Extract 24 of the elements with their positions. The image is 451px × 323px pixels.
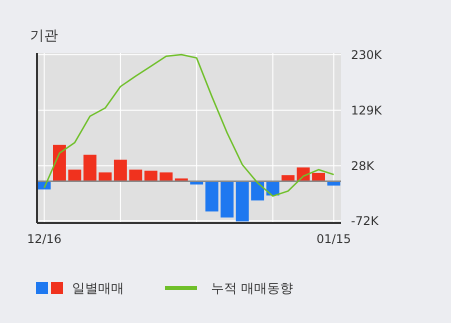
legend-label: 일별매매 <box>72 282 124 297</box>
bar <box>68 170 82 182</box>
legend-label: 누적 매매동향 <box>211 282 294 297</box>
x-tick-label: 01/15 <box>316 232 352 246</box>
bar <box>129 170 142 182</box>
y-tick-label: 129K <box>351 103 383 118</box>
y-tick-label: -72K <box>351 214 380 228</box>
bar <box>53 144 66 182</box>
bar <box>236 181 249 222</box>
bar <box>144 170 158 182</box>
line-series <box>43 54 335 197</box>
bar <box>205 181 218 212</box>
x-tick-label: 12/16 <box>26 232 62 246</box>
bar <box>282 175 295 182</box>
bar <box>114 160 127 182</box>
bar <box>312 172 325 182</box>
bar <box>83 154 96 182</box>
bar <box>251 181 264 200</box>
bar <box>98 172 112 182</box>
bar <box>160 172 173 182</box>
y-tick-label: 28K <box>351 158 376 173</box>
chart-title: 기관 <box>30 28 58 44</box>
y-tick-label: 230K <box>351 48 383 62</box>
bar <box>220 181 234 218</box>
